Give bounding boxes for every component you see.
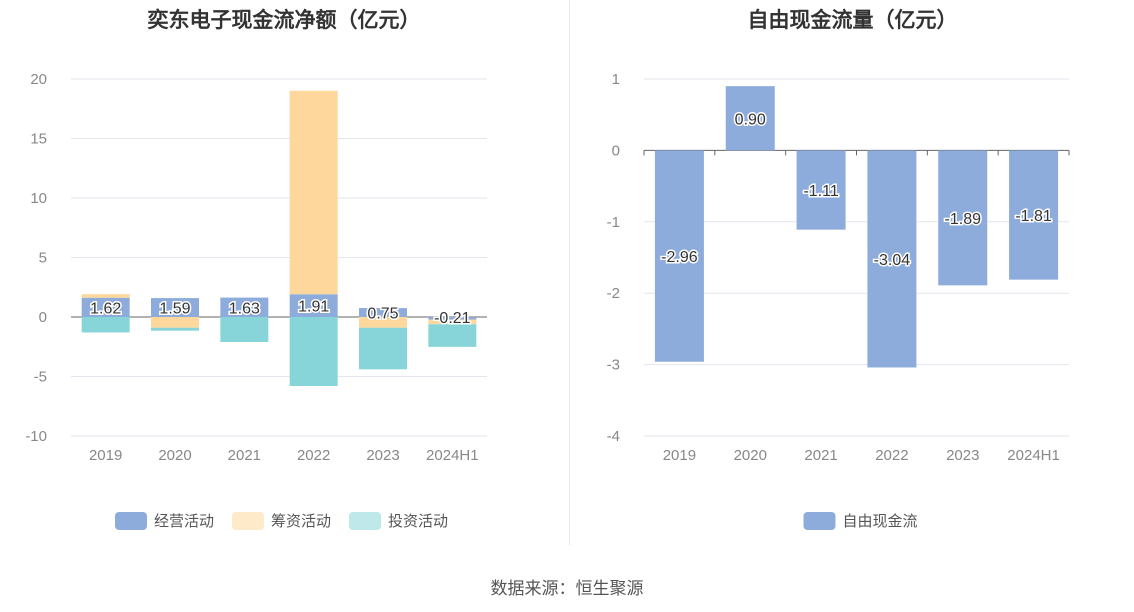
free-cashflow-chart: -4 -3 -2 -1 0 1 2019 -2.96 2020 0.90 2021 -1.11 2022… (607, 71, 1070, 530)
x-tick-label: 2023 (366, 447, 399, 464)
x-tick-label: 2022 (297, 447, 330, 464)
bar-1-2020 (725, 86, 775, 151)
bar-3-2019 (81, 317, 130, 333)
legend-label: 筹资活动 (271, 513, 331, 530)
y-tick-label: 10 (30, 190, 47, 207)
x-tick-label: 2020 (158, 447, 191, 464)
bar-1-2023 (938, 150, 988, 286)
bar-1-2021 (220, 297, 269, 317)
bar-2-2020 (151, 317, 199, 328)
data-label: 1.62 (90, 300, 121, 317)
data-label: -0.21 (434, 310, 471, 327)
y-tick-label: 0 (612, 142, 620, 159)
legend-swatch (115, 512, 147, 530)
bar-2-2023 (359, 317, 407, 328)
y-tick-label: -4 (607, 428, 620, 445)
legend-label: 投资活动 (388, 513, 448, 530)
bar-1-2023 (359, 308, 407, 317)
legend-swatch (349, 512, 381, 530)
bar-3-2022 (289, 317, 338, 387)
x-tick-label: 2024H1 (1007, 447, 1060, 464)
bar-1-2020 (151, 298, 199, 317)
bar-1-2024H1 (1009, 150, 1059, 280)
bar-2-2024H1 (428, 319, 477, 325)
bar-3-2023 (359, 327, 407, 370)
legend-label: 自由现金流 (843, 513, 918, 530)
data-label: 1.91 (298, 299, 329, 316)
bar-1-2021 (796, 150, 846, 230)
data-label: -2.96 (661, 249, 698, 266)
bar-2-2022 (289, 90, 338, 295)
x-tick-label: 2023 (946, 447, 979, 464)
bar-1-2022 (289, 294, 338, 317)
y-tick-label: 15 (30, 131, 47, 148)
legend-swatch (232, 512, 264, 530)
y-tick-label: -5 (34, 369, 47, 386)
bar-1-2024H1 (428, 317, 477, 320)
legend-label: 经营活动 (154, 513, 214, 530)
bar-1-2019 (654, 150, 704, 362)
net-cashflow-chart: -10 -5 0 5 10 15 20 2019 1.62 2020 1.59 2021 1.63 202… (25, 71, 487, 530)
x-tick-label: 2021 (228, 447, 261, 464)
y-tick-label: 5 (39, 250, 47, 267)
net-cashflow-chart-panel: 奕东电子现金流净额（亿元） -10 -5 0 5 10 15 20 2019 1.62 2020 1… (0, 0, 568, 545)
x-tick-label: 2022 (875, 447, 908, 464)
data-label: -3.04 (874, 252, 911, 269)
net-cashflow-chart-title: 奕东电子现金流净额（亿元） (147, 9, 421, 32)
x-tick-label: 2019 (663, 447, 696, 464)
bar-3-2020 (151, 327, 199, 331)
data-label: -1.11 (803, 183, 838, 200)
bar-1-2022 (867, 150, 917, 368)
y-tick-label: -1 (607, 214, 620, 231)
x-tick-label: 2019 (89, 447, 122, 464)
data-label: 0.90 (735, 111, 766, 128)
bar-3-2024H1 (428, 324, 477, 347)
data-label: -1.89 (945, 211, 982, 228)
data-label: 0.75 (367, 306, 398, 323)
y-tick-label: -10 (25, 428, 47, 445)
data-label: 1.63 (229, 300, 260, 317)
free-cashflow-chart-panel: 自由现金流量（亿元） -4 -3 -2 -1 0 1 2019 -2.96 2020 0.90 20… (571, 0, 1134, 545)
data-source-note: 数据来源：恒生聚源 (490, 579, 644, 598)
x-tick-label: 2021 (804, 447, 837, 464)
bar-2-2019 (81, 294, 130, 298)
y-tick-label: -2 (607, 285, 620, 302)
y-tick-label: -3 (607, 357, 620, 374)
y-tick-label: 1 (612, 71, 620, 88)
y-tick-label: 20 (30, 71, 47, 88)
bar-3-2021 (220, 317, 269, 342)
x-tick-label: 2024H1 (426, 447, 479, 464)
x-tick-label: 2020 (734, 447, 767, 464)
y-tick-label: 0 (39, 309, 47, 326)
panel-divider (569, 0, 570, 545)
bar-1-2019 (81, 297, 130, 317)
legend-swatch (803, 512, 836, 530)
data-label: -1.81 (1015, 208, 1052, 225)
free-cashflow-chart-title: 自由现金流量（亿元） (747, 9, 958, 32)
data-label: 1.59 (159, 301, 190, 318)
